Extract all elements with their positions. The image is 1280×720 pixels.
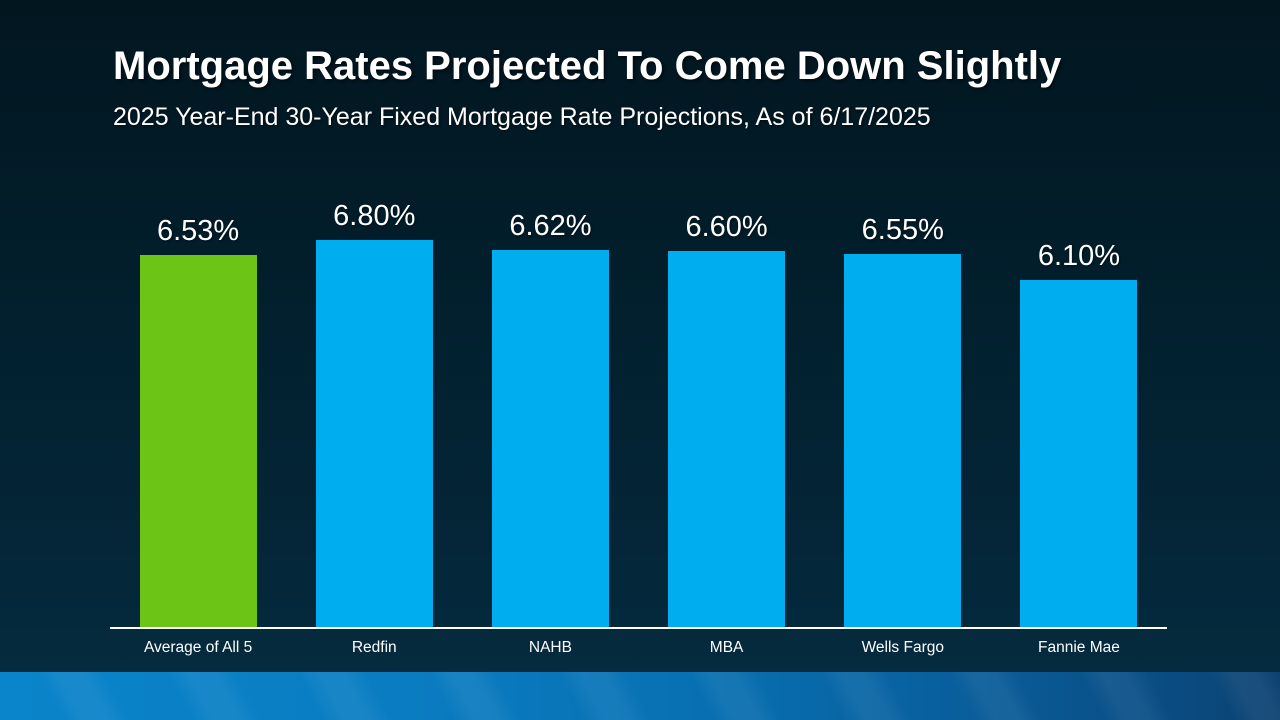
- category-label: MBA: [709, 639, 744, 656]
- bar-column: 6.55%: [815, 194, 991, 627]
- bar-value-label: 6.62%: [509, 210, 592, 243]
- bar-column: 6.53%: [110, 194, 286, 627]
- bar: [315, 240, 433, 627]
- bar: [139, 255, 257, 627]
- bar-value-label: 6.10%: [1037, 240, 1121, 273]
- category-label: Wells Fargo: [861, 639, 944, 656]
- category-label: Redfin: [351, 639, 397, 656]
- bar-value-label: 6.60%: [685, 211, 768, 244]
- bar: [844, 254, 962, 627]
- category-label: NAHB: [528, 639, 572, 656]
- bar: [668, 251, 786, 627]
- bar-value-label: 6.55%: [861, 214, 944, 247]
- category-label: Fannie Mae: [1038, 639, 1120, 656]
- bar-column: 6.60%: [639, 194, 815, 627]
- category-axis-labels: Average of All 5 Redfin NAHB MBA Wells Fargo…: [110, 639, 1167, 657]
- bar-column: 6.10%: [991, 194, 1167, 627]
- bar-column: 6.62%: [462, 194, 638, 627]
- slide-subtitle: 2025 Year-End 30-Year Fixed Mortgage Rat…: [113, 103, 931, 131]
- bar: [491, 250, 609, 627]
- bar-value-label: 6.53%: [156, 215, 240, 248]
- slide-title: Mortgage Rates Projected To Come Down Sl…: [113, 44, 1062, 88]
- bar-column: 6.80%: [286, 194, 462, 627]
- category-label: Average of All 5: [143, 639, 253, 656]
- slide-header: Mortgage Rates Projected To Come Down Sl…: [113, 44, 1193, 132]
- bar: [1020, 280, 1138, 627]
- bar-value-label: 6.80%: [333, 200, 416, 233]
- footer-stripe: [0, 672, 1280, 720]
- bar-chart: 6.53% 6.80% 6.62% 6.60% 6.55% 6.10%: [110, 194, 1167, 629]
